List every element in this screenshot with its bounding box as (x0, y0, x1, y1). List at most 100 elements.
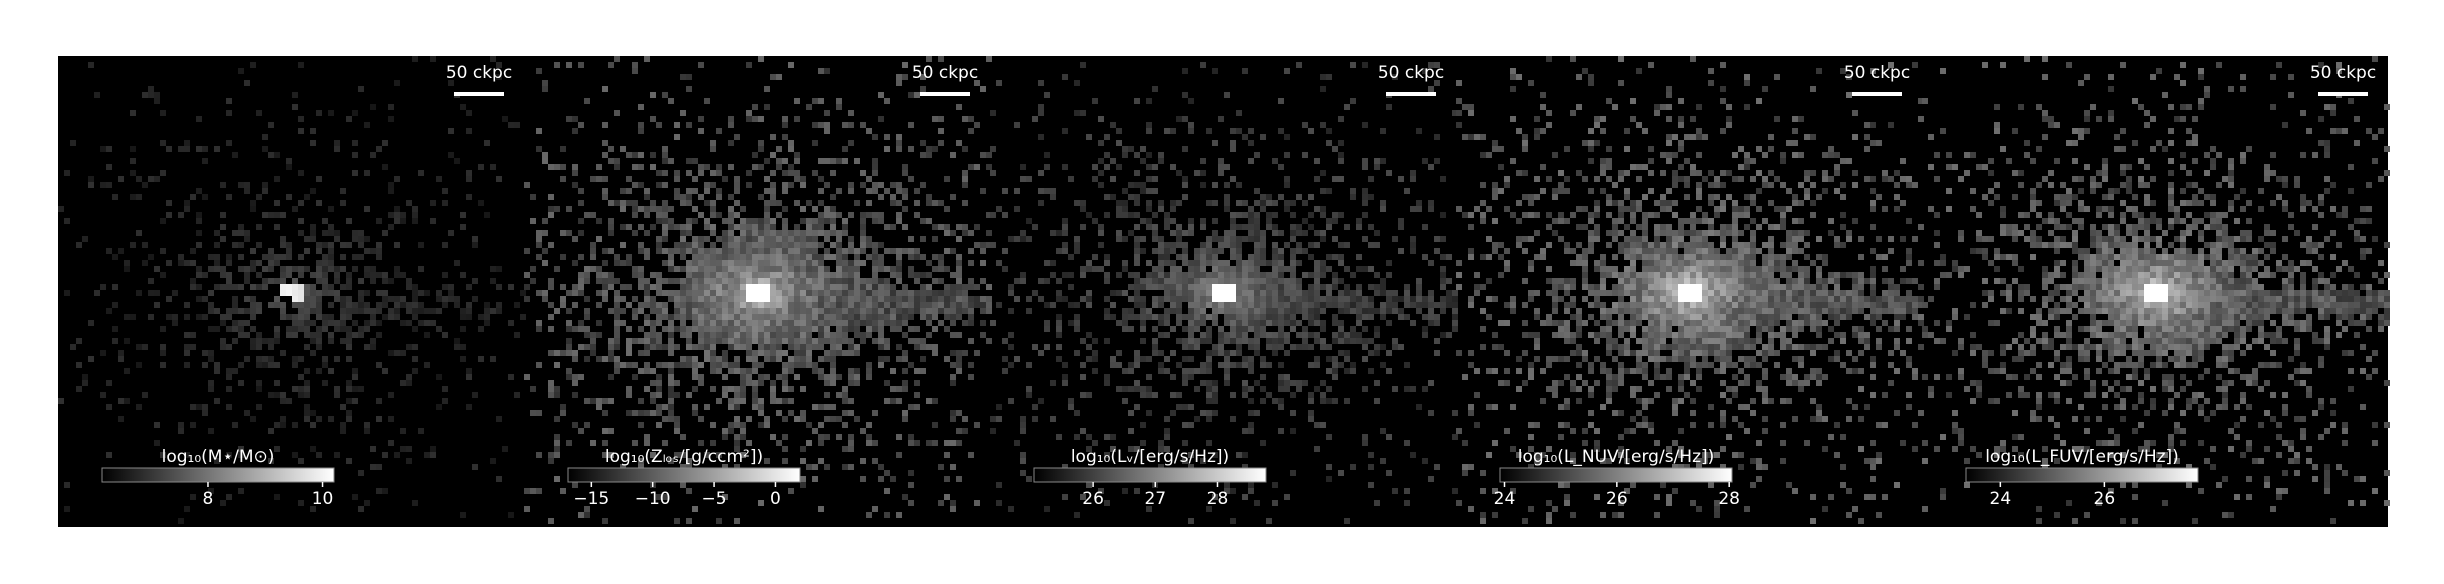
pixel (160, 110, 166, 116)
pixel (316, 266, 322, 272)
pixel (986, 56, 992, 62)
pixel (776, 314, 782, 320)
pixel (1552, 284, 1558, 290)
pixel (740, 326, 746, 332)
pixel (1158, 248, 1164, 254)
pixel (1242, 392, 1248, 398)
pixel (1498, 146, 1504, 152)
pixel (1254, 296, 1260, 302)
pixel (812, 254, 818, 260)
pixel (1522, 212, 1528, 218)
pixel (1768, 224, 1774, 230)
pixel (1666, 104, 1672, 110)
pixel (842, 224, 848, 230)
pixel (1912, 278, 1918, 284)
pixel (442, 398, 448, 404)
pixel (1386, 302, 1392, 308)
pixel (680, 290, 686, 296)
pixel (578, 218, 584, 224)
pixel (722, 296, 728, 302)
pixel (292, 386, 298, 392)
pixel (1134, 314, 1140, 320)
pixel (734, 296, 740, 302)
pixel (758, 500, 764, 506)
pixel (662, 290, 668, 296)
pixel (578, 62, 584, 68)
pixel (1218, 338, 1224, 344)
pixel (524, 296, 530, 302)
pixel (1648, 254, 1654, 260)
pixel (1236, 326, 1242, 332)
pixel (1266, 320, 1272, 326)
pixel (1434, 464, 1440, 470)
pixel (1386, 470, 1392, 476)
pixel (1242, 278, 1248, 284)
pixel (692, 386, 698, 392)
pixel (1468, 224, 1474, 230)
pixel (818, 188, 824, 194)
pixel (1200, 332, 1206, 338)
pixel (602, 452, 608, 458)
pixel (106, 452, 112, 458)
pixel (1702, 248, 1708, 254)
pixel (704, 332, 710, 338)
pixel (514, 332, 520, 338)
pixel (1404, 188, 1410, 194)
pixel (1392, 338, 1398, 344)
pixel (1206, 356, 1212, 362)
pixel (1576, 254, 1582, 260)
pixel (1290, 410, 1296, 416)
pixel (226, 98, 232, 104)
pixel (1152, 86, 1158, 92)
pixel (902, 284, 908, 290)
pixel (1618, 242, 1624, 248)
pixel (680, 314, 686, 320)
pixel (1434, 62, 1440, 68)
pixel (656, 302, 662, 308)
pixel (968, 338, 974, 344)
pixel (800, 446, 806, 452)
pixel (830, 218, 836, 224)
pixel (674, 248, 680, 254)
pixel (758, 248, 764, 254)
pixel (1326, 302, 1332, 308)
pixel (1720, 86, 1726, 92)
pixel (1236, 452, 1242, 458)
pixel (1218, 116, 1224, 122)
pixel (1302, 230, 1308, 236)
pixel (1026, 362, 1032, 368)
pixel (220, 272, 226, 278)
pixel (722, 386, 728, 392)
pixel (364, 308, 370, 314)
pixel (1176, 320, 1182, 326)
pixel (1624, 170, 1630, 176)
pixel (728, 314, 734, 320)
pixel (824, 128, 830, 134)
pixel (1278, 272, 1284, 278)
pixel (1624, 206, 1630, 212)
pixel (298, 230, 304, 236)
pixel (298, 386, 304, 392)
pixel (842, 278, 848, 284)
pixel (1284, 134, 1290, 140)
pixel (310, 296, 316, 302)
pixel (848, 188, 854, 194)
pixel (280, 398, 286, 404)
pixel (1242, 494, 1248, 500)
pixel (710, 266, 716, 272)
pixel (1504, 260, 1510, 266)
pixel (1558, 236, 1564, 242)
pixel (1320, 230, 1326, 236)
pixel (1266, 278, 1272, 284)
pixel (1086, 434, 1092, 440)
pixel (1338, 140, 1344, 146)
pixel (728, 320, 734, 326)
pixel (106, 182, 112, 188)
pixel (1188, 338, 1194, 344)
pixel (602, 410, 608, 416)
pixel (340, 326, 346, 332)
pixel (818, 212, 824, 218)
pixel (196, 404, 202, 410)
pixel (1774, 278, 1780, 284)
pixel (1882, 254, 1888, 260)
